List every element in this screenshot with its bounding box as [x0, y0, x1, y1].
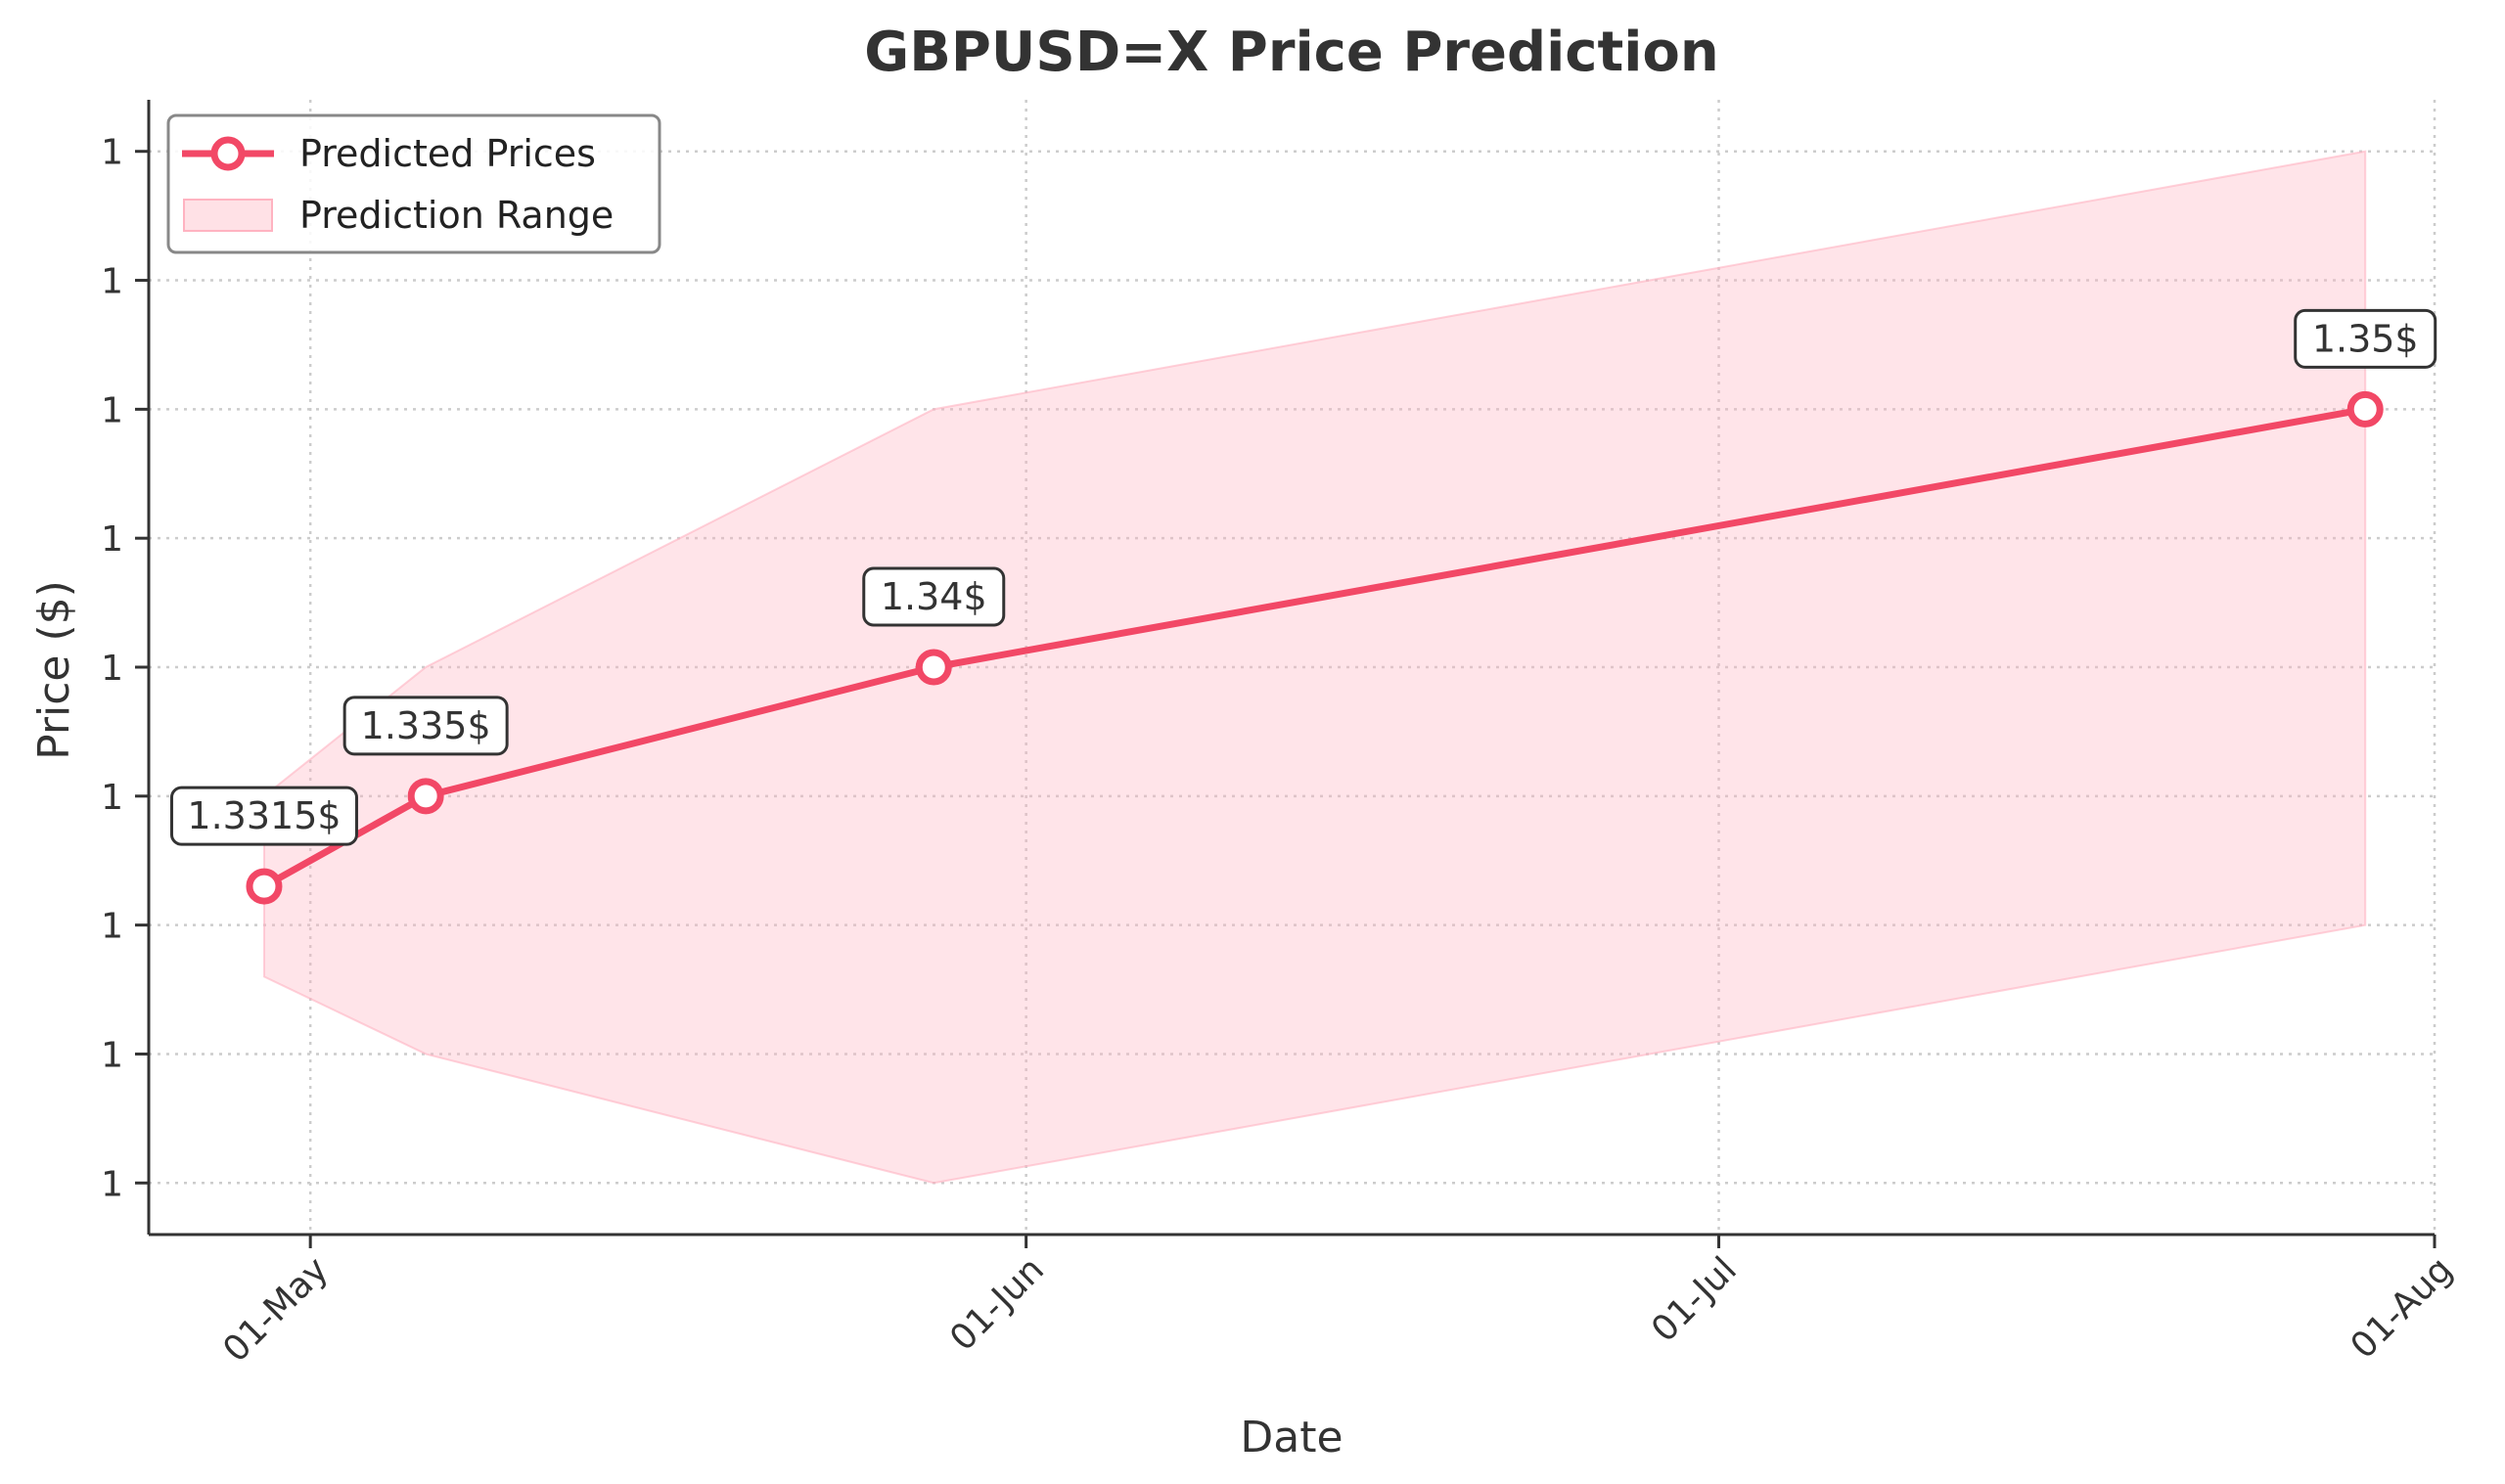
data-label-2: 1.34$: [862, 566, 1006, 627]
x-tick-label-0: 01-May: [215, 1249, 336, 1370]
prediction-range-area: [262, 150, 2367, 1185]
y-tick-label-8: 1: [101, 133, 123, 173]
y-tick-label-6: 1: [101, 390, 123, 430]
data-label-box: [169, 786, 358, 846]
data-labels: 1.3315$ 1.335$ 1.34$ 1.35$: [169, 308, 2437, 846]
y-tick-label-0: 1: [101, 1164, 123, 1204]
predicted-prices-markers: [246, 390, 2384, 905]
y-tick-label-2: 1: [101, 907, 123, 947]
data-label-text: 1.335$: [361, 704, 491, 747]
legend-label-prediction-range: Prediction Range: [299, 194, 614, 237]
data-label-box: [342, 696, 509, 756]
x-tick-label-3: 01-Aug: [2344, 1249, 2461, 1367]
x-tick-label-1: 01-Jun: [942, 1249, 1052, 1359]
chart-title: GBPUSD=X Price Prediction: [864, 21, 1719, 84]
data-label-3: 1.35$: [2294, 308, 2437, 369]
y-tick-label-5: 1: [101, 519, 123, 560]
legend-label-predicted-prices: Predicted Prices: [299, 132, 596, 175]
y-axis-ticks: 1 1 1 1 1 1 1 1 1: [101, 133, 149, 1204]
y-axis-label: Price ($): [29, 580, 79, 760]
data-label-text: 1.34$: [881, 575, 987, 618]
data-label-box: [862, 566, 1006, 627]
y-tick-label-7: 1: [101, 262, 123, 302]
y-tick-label-1: 1: [101, 1035, 123, 1075]
x-axis-ticks: 01-May 01-Jun 01-Jul 01-Aug: [215, 1235, 2460, 1371]
data-point-1: [407, 778, 444, 815]
legend: Predicted Prices Prediction Range: [166, 113, 661, 254]
x-tick-label-2: 01-Jul: [1644, 1249, 1745, 1350]
legend-frame: [166, 113, 661, 254]
y-tick-label-3: 1: [101, 778, 123, 818]
prediction-range-band: [262, 150, 2367, 1185]
data-label-text: 1.3315$: [187, 794, 341, 837]
data-label-text: 1.35$: [2312, 317, 2419, 360]
x-axis-label: Date: [1240, 1413, 1343, 1462]
y-tick-label-4: 1: [101, 649, 123, 689]
data-point-2: [915, 649, 952, 686]
data-label-1: 1.335$: [342, 696, 509, 756]
data-label-0: 1.3315$: [169, 786, 358, 846]
data-point-3: [2346, 390, 2384, 427]
data-label-box: [2294, 308, 2437, 369]
legend-marker-swatch: [210, 136, 246, 171]
data-point-0: [246, 868, 283, 905]
legend-band-swatch: [183, 199, 273, 232]
